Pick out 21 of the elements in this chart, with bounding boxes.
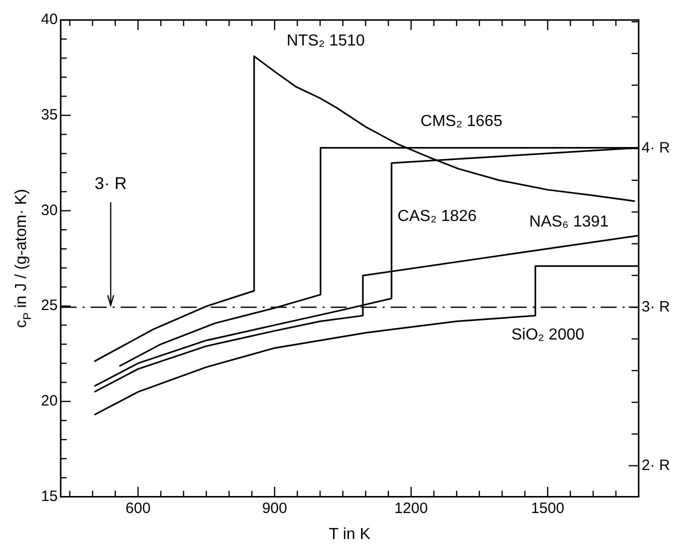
ref-line-label: 3· R <box>94 174 127 194</box>
x-tick-label: 1200 <box>394 500 428 517</box>
y-tick-label: 35 <box>40 106 58 124</box>
y2-tick-label: 2· R <box>642 456 670 474</box>
x-tick-label: 1500 <box>530 500 564 517</box>
x-tick-label: 600 <box>126 500 151 517</box>
series-label: SiO₂ 2000 <box>511 326 584 344</box>
series-label: CMS₂ 1665 <box>420 112 502 130</box>
x-tick-label: 900 <box>262 500 288 517</box>
legend-label: NTS₂ 1510 <box>286 32 365 50</box>
y2-tick-label: 4· R <box>642 140 670 157</box>
x-axis-title: T in K <box>328 526 371 543</box>
y-tick-label: 40 <box>40 11 58 28</box>
y-tick-label: 25 <box>40 297 58 314</box>
y2-tick-label: 3· R <box>642 298 670 316</box>
series-label: NAS₆ 1391 <box>529 214 609 231</box>
y-tick-label: 30 <box>40 202 58 219</box>
series-label: CAS₂ 1826 <box>398 208 477 226</box>
y-tick-label: 15 <box>40 488 58 505</box>
y-tick-label: 20 <box>40 392 58 410</box>
y-axis-title: cP in J / (g-atom· K) <box>13 188 34 328</box>
